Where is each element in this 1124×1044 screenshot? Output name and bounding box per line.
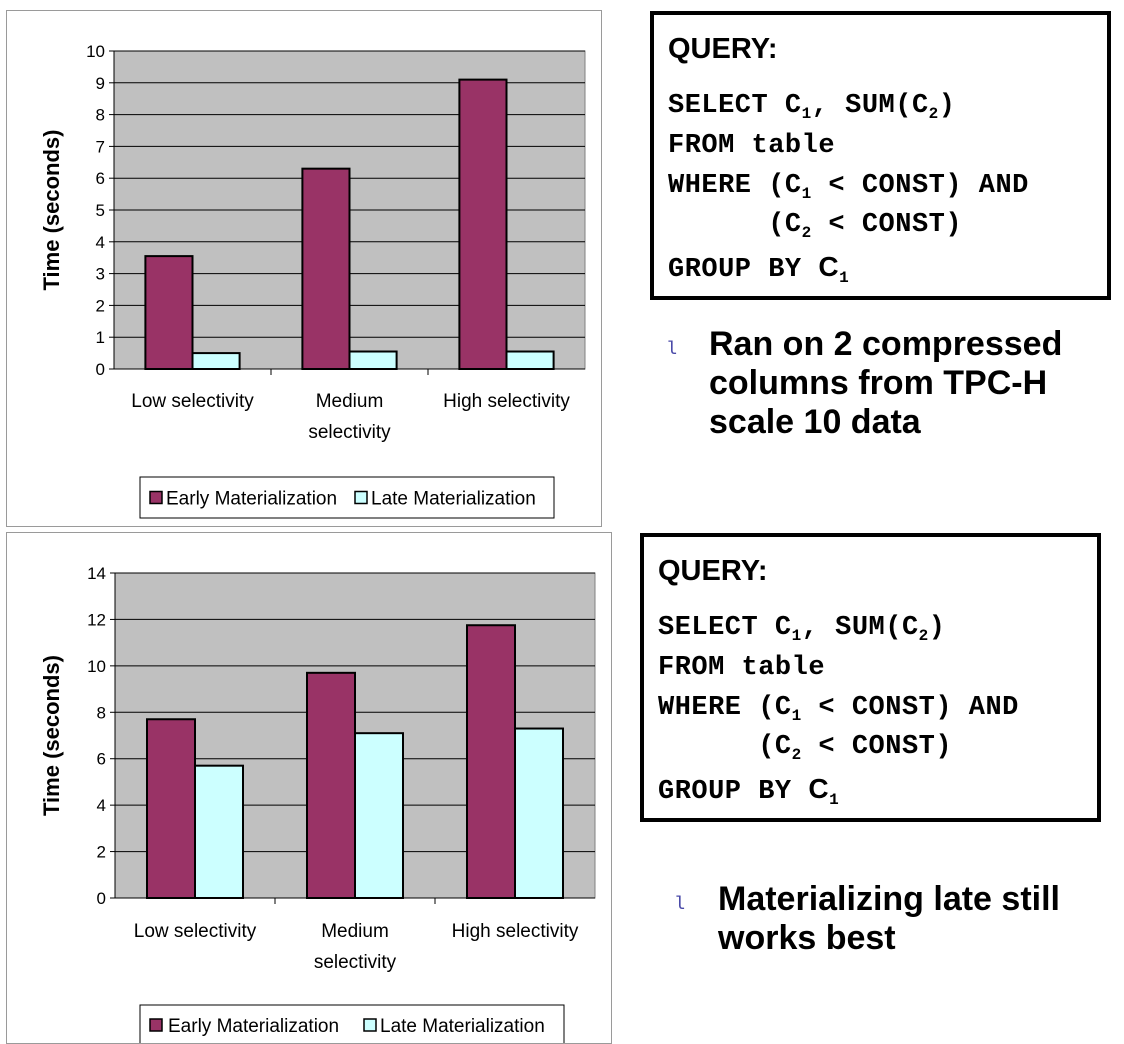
late-materialization-bar — [505, 350, 555, 371]
late-materialization-bar — [348, 350, 398, 371]
query-title: QUERY: — [658, 555, 768, 587]
late-materialization-bar — [354, 732, 404, 899]
bullet-line: columns from TPC-H — [709, 364, 1048, 402]
query-from-line: FROM table — [658, 653, 826, 683]
early-materialization-bar — [466, 624, 516, 899]
x-category-label: High selectivity — [443, 391, 570, 412]
late-materialization-bar — [514, 727, 564, 899]
y-tick-label: 1 — [96, 328, 105, 347]
legend-label-early: Early Materialization — [168, 1016, 339, 1037]
x-category-label: Medium selectivity — [308, 391, 391, 443]
bar-chart-1: 0 1 2 3 4 5 6 7 8 9 10 Low selectivity Medium selecti… — [39, 42, 586, 519]
late-materialization-bar — [194, 764, 244, 899]
legend-box — [139, 476, 555, 519]
y-tick-label: 7 — [96, 137, 105, 156]
bullet-line: Materializing late still — [718, 880, 1060, 918]
query-box-2: QUERY: SELECT C1, SUM(C2) FROM table WHE… — [640, 533, 1101, 822]
query-where-line: WHERE (C1 < CONST) AND — [668, 171, 1029, 203]
bullet-line: Ran on 2 compressed — [709, 325, 1063, 363]
query-group-line: GROUP BY C1 — [658, 773, 840, 809]
x-category-label-line: Medium — [321, 921, 389, 942]
x-category-label-line: High selectivity — [452, 921, 579, 942]
late-materialization-bar — [191, 352, 241, 371]
y-tick-label: 4 — [96, 233, 105, 252]
y-tick-label: 6 — [97, 750, 106, 769]
early-materialization-bar — [144, 255, 194, 370]
legend-label-late: Late Materialization — [371, 489, 536, 510]
early-materialization-bar — [306, 671, 356, 899]
y-tick-label: 2 — [96, 296, 105, 315]
x-category-label-line: Low selectivity — [131, 391, 254, 412]
y-tick-label: 10 — [86, 42, 105, 61]
y-tick-label: 5 — [96, 201, 105, 220]
y-tick-label: 14 — [87, 564, 106, 583]
y-axis-label: Time (seconds) — [39, 130, 64, 291]
x-category-label: High selectivity — [452, 921, 579, 942]
bullet-text-2: Materializing late still works best — [718, 880, 1060, 958]
bullet-marker: l — [675, 893, 686, 914]
query-from-line: FROM table — [668, 131, 836, 161]
query-where-line-2: (C2 < CONST) — [668, 210, 963, 242]
early-materialization-bar — [146, 718, 196, 899]
legend-swatch-early — [149, 490, 163, 505]
query-box-1: QUERY: SELECT C1, SUM(C2) FROM table WHE… — [650, 11, 1111, 300]
x-category-label: Low selectivity — [134, 921, 257, 942]
bar-chart-2: 0 2 4 6 8 10 12 14 Low selectivity Medium selectiv… — [39, 564, 596, 1043]
query-group-line: GROUP BY C1 — [668, 251, 850, 287]
y-tick-label: 10 — [87, 657, 106, 676]
y-tick-label: 8 — [97, 703, 106, 722]
bullet-text-1: Ran on 2 compressed columns from TPC-H s… — [709, 325, 1062, 442]
query-title: QUERY: — [668, 33, 778, 65]
y-tick-label: 0 — [96, 360, 105, 379]
chart-panel-1: 0 1 2 3 4 5 6 7 8 9 10 Low selectivity Medium selecti… — [6, 10, 602, 527]
y-tick-label: 2 — [97, 843, 106, 862]
x-category-label: Low selectivity — [131, 391, 254, 412]
x-category-label-line: selectivity — [308, 422, 391, 443]
legend-swatch-late — [354, 490, 368, 505]
y-tick-label: 8 — [96, 106, 105, 125]
x-category-label: Medium selectivity — [314, 921, 397, 973]
query-where-line: WHERE (C1 < CONST) AND — [658, 693, 1019, 725]
y-tick-label: 12 — [87, 610, 106, 629]
y-tick-label: 3 — [96, 265, 105, 284]
x-category-label-line: Medium — [316, 391, 384, 412]
x-category-label-line: High selectivity — [443, 391, 570, 412]
y-tick-label: 0 — [97, 889, 106, 908]
y-tick-label: 4 — [97, 796, 106, 815]
early-materialization-bar — [458, 78, 508, 371]
legend-swatch-late — [363, 1018, 377, 1032]
legend-swatch-early — [149, 1018, 163, 1032]
legend-label-late: Late Materialization — [380, 1016, 545, 1037]
query-where-line-2: (C2 < CONST) — [658, 732, 953, 764]
early-materialization-bar — [301, 167, 351, 370]
y-tick-label: 9 — [96, 74, 105, 93]
bullet-line: scale 10 data — [709, 403, 921, 441]
query-select-line: SELECT C1, SUM(C2) — [668, 91, 956, 123]
y-axis-label: Time (seconds) — [39, 655, 64, 816]
legend-label-early: Early Materialization — [166, 489, 337, 510]
bullet-marker: l — [667, 338, 678, 359]
chart-panel-2: 0 2 4 6 8 10 12 14 Low selectivity Medium selectiv… — [6, 532, 612, 1044]
x-category-label-line: selectivity — [314, 952, 397, 973]
query-select-line: SELECT C1, SUM(C2) — [658, 613, 946, 645]
y-tick-label: 6 — [96, 169, 105, 188]
bullet-line: works best — [718, 919, 896, 957]
x-category-label-line: Low selectivity — [134, 921, 257, 942]
